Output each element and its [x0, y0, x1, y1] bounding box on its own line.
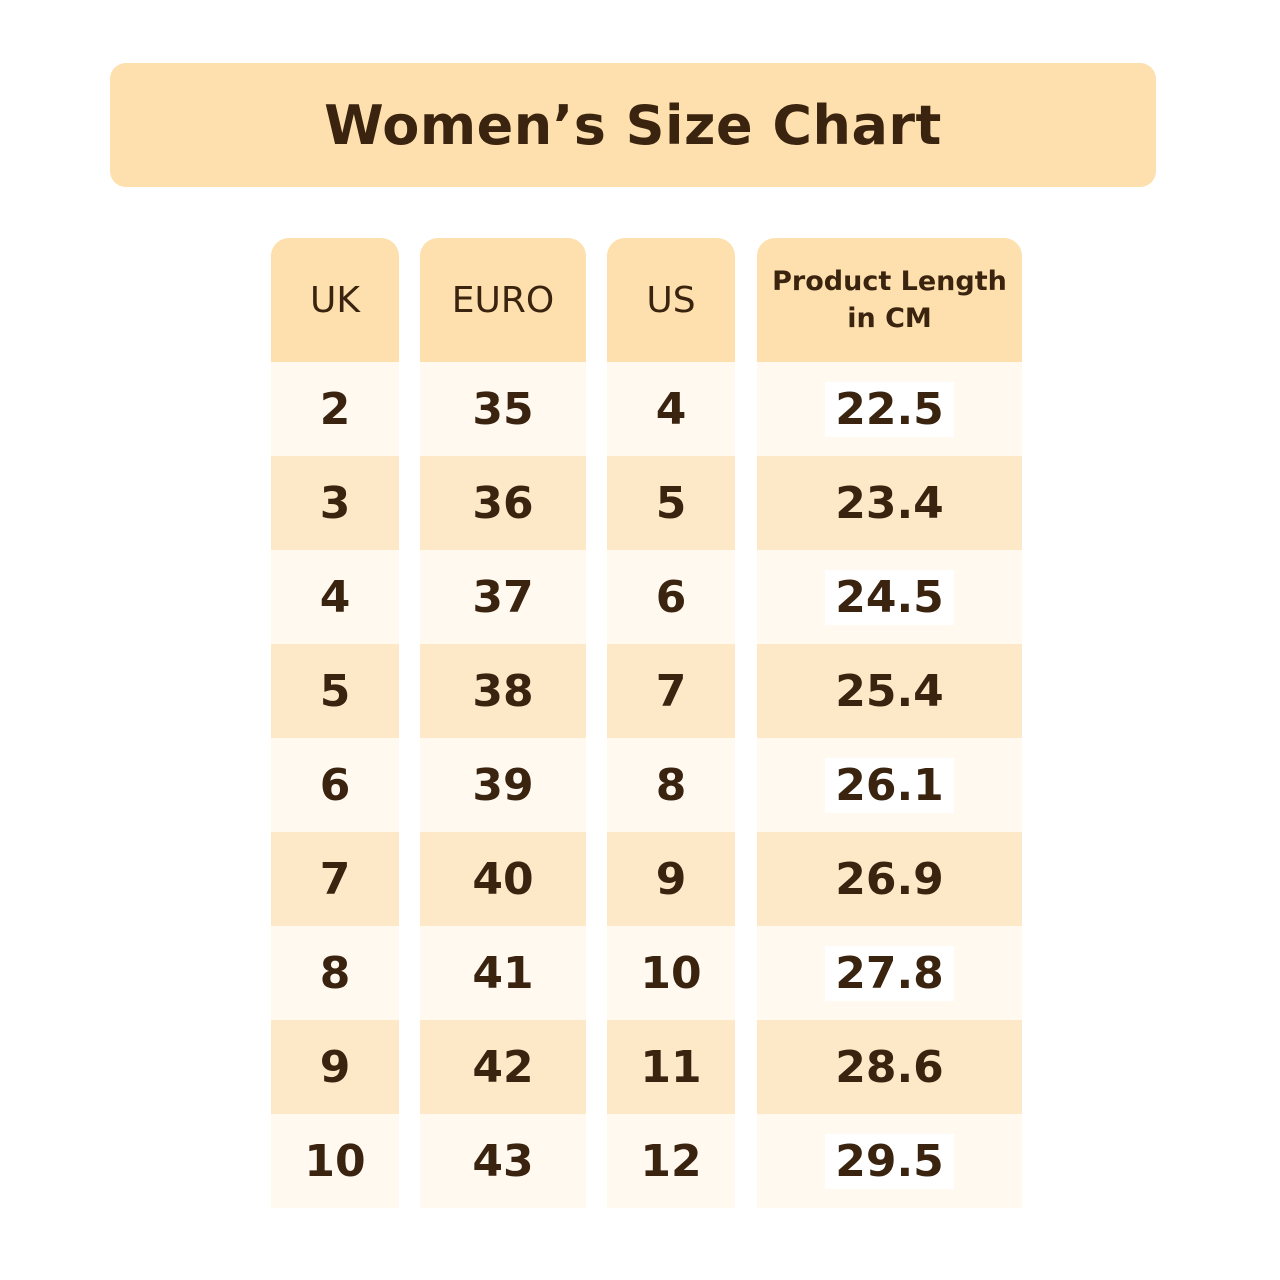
cell-uk: 8: [271, 926, 399, 1020]
cell-us: 12: [607, 1114, 735, 1208]
header-length-label: Product Length in CM: [772, 266, 1007, 334]
cell-length: 26.1: [757, 738, 1022, 832]
cell-uk: 5: [271, 644, 399, 738]
cell-us: 9: [607, 832, 735, 926]
page-title: Women’s Size Chart: [324, 93, 942, 157]
cell-length: 25.4: [757, 644, 1022, 738]
cell-us: 10: [607, 926, 735, 1020]
cell-length: 24.5: [757, 550, 1022, 644]
cell-uk: 10: [271, 1114, 399, 1208]
cell-length: 26.9: [757, 832, 1022, 926]
cell-euro: 35: [420, 362, 586, 456]
header-length: Product Length in CM: [757, 238, 1022, 362]
cell-uk: 9: [271, 1020, 399, 1114]
cell-euro: 39: [420, 738, 586, 832]
header-euro-label: EURO: [451, 279, 555, 321]
column-uk: UK 2 3 4 5 6 7 8 9 10: [271, 238, 399, 1208]
cell-uk: 3: [271, 456, 399, 550]
cell-length: 28.6: [757, 1020, 1022, 1114]
cell-us: 4: [607, 362, 735, 456]
cell-uk: 2: [271, 362, 399, 456]
cell-us: 5: [607, 456, 735, 550]
cell-euro: 43: [420, 1114, 586, 1208]
cell-euro: 41: [420, 926, 586, 1020]
cell-euro: 42: [420, 1020, 586, 1114]
cell-us: 11: [607, 1020, 735, 1114]
title-banner: Women’s Size Chart: [110, 63, 1156, 187]
cell-euro: 40: [420, 832, 586, 926]
header-uk-label: UK: [310, 279, 360, 321]
header-us: US: [607, 238, 735, 362]
cell-us: 7: [607, 644, 735, 738]
cell-uk: 6: [271, 738, 399, 832]
header-uk: UK: [271, 238, 399, 362]
cell-uk: 7: [271, 832, 399, 926]
cell-length: 29.5: [757, 1114, 1022, 1208]
column-us: US 4 5 6 7 8 9 10 11 12: [607, 238, 735, 1208]
column-length: Product Length in CM 22.5 23.4 24.5 25.4…: [757, 238, 1022, 1208]
cell-uk: 4: [271, 550, 399, 644]
cell-length: 22.5: [757, 362, 1022, 456]
cell-us: 8: [607, 738, 735, 832]
cell-euro: 37: [420, 550, 586, 644]
cell-euro: 36: [420, 456, 586, 550]
cell-euro: 38: [420, 644, 586, 738]
column-euro: EURO 35 36 37 38 39 40 41 42 43: [420, 238, 586, 1208]
cell-length: 27.8: [757, 926, 1022, 1020]
cell-us: 6: [607, 550, 735, 644]
cell-length: 23.4: [757, 456, 1022, 550]
header-us-label: US: [646, 279, 696, 321]
header-euro: EURO: [420, 238, 586, 362]
